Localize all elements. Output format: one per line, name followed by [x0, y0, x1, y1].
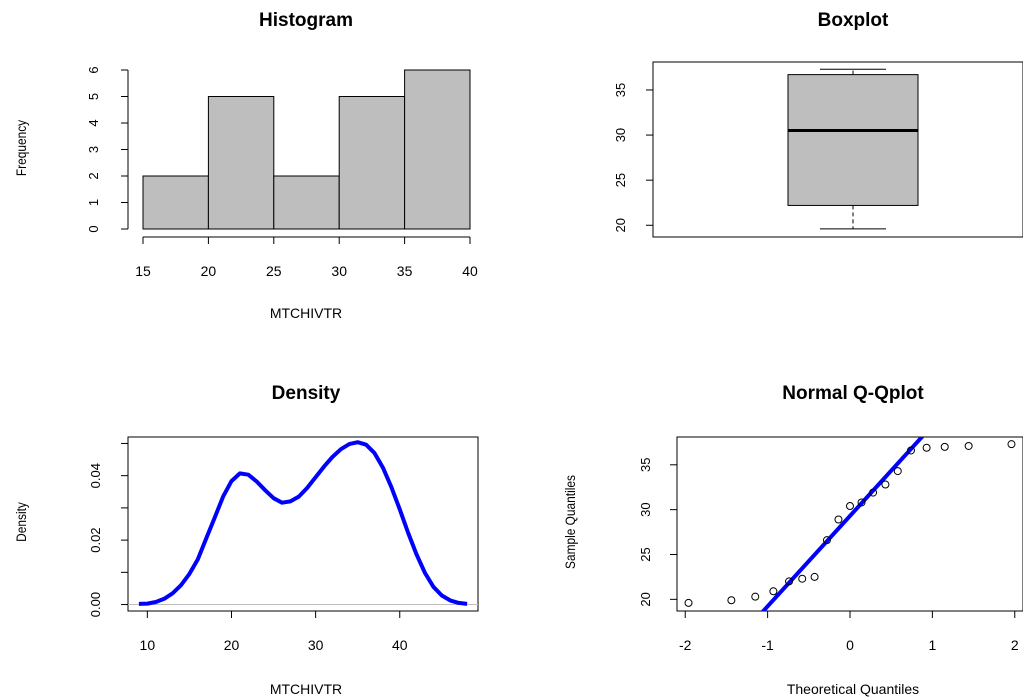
qq-x-tick-label: 1	[928, 637, 936, 653]
qq-point	[822, 536, 831, 545]
boxplot-y-tick-label: 25	[613, 173, 628, 187]
qq-point	[940, 442, 949, 451]
boxplot-y-tick-label: 20	[613, 218, 628, 232]
qq-point	[798, 574, 807, 583]
density-x-tick-label: 10	[140, 637, 156, 653]
density-curve	[138, 440, 468, 606]
histogram-bar	[207, 96, 275, 230]
qq-title: Normal Q-Qplot	[782, 383, 924, 404]
qq-point	[964, 441, 973, 450]
density-y-tick-label: 0.04	[88, 463, 103, 488]
histogram-x-tick-label: 25	[266, 263, 282, 279]
boxplot-panel: Boxplot 20 25 30 35	[613, 10, 1023, 238]
boxplot-y-tick-label: 35	[613, 83, 628, 97]
histogram-y-tick-label: 1	[86, 199, 101, 206]
qq-point	[881, 480, 890, 489]
histogram-xlabel: MTCHIVTR	[270, 305, 342, 321]
qq-point	[1007, 440, 1016, 449]
histogram-y-tick-label: 0	[86, 225, 101, 232]
density-xlabel: MTCHIVTR	[270, 681, 342, 697]
histogram-y-tick-label: 3	[86, 146, 101, 153]
boxplot-title: Boxplot	[818, 10, 889, 31]
histogram-axes: 15 20 25 30 35 40 0 1 2 3 4 5 6	[86, 66, 478, 279]
histogram-bar	[338, 96, 406, 230]
histogram-bar	[404, 69, 471, 230]
qq-frame	[676, 436, 1023, 612]
qq-point	[906, 446, 915, 455]
qq-panel: Normal Q-Qplot Theoretical Quantiles Sam…	[562, 383, 1023, 697]
qq-point	[684, 598, 693, 607]
density-frame	[127, 436, 479, 612]
boxplot-axes: 20 25 30 35	[613, 83, 653, 233]
qq-x-tick-label: 0	[846, 637, 854, 653]
density-x-tick-label: 30	[308, 637, 324, 653]
histogram-x-tick-label: 20	[201, 263, 217, 279]
density-x-tick-label: 40	[392, 637, 408, 653]
qq-axes: -2 -1 0 1 2 20 25 30 35	[638, 458, 1019, 653]
histogram-x-tick-label: 30	[331, 263, 347, 279]
density-panel: Density MTCHIVTR Density 10 20 30 40 0.00 0.0…	[13, 383, 479, 697]
qq-y-tick-label: 30	[638, 502, 653, 516]
histogram-bars	[142, 69, 471, 230]
qq-y-tick-label: 35	[638, 458, 653, 472]
histogram-x-tick-label: 35	[397, 263, 413, 279]
qq-point	[769, 587, 778, 596]
qq-point	[922, 443, 931, 452]
qq-point	[751, 592, 760, 601]
density-y-tick-label: 0.00	[88, 592, 103, 617]
qq-x-tick-label: -2	[679, 637, 692, 653]
qq-point	[893, 467, 902, 476]
qq-point	[834, 515, 843, 524]
qq-point	[846, 502, 854, 511]
qq-point	[785, 577, 794, 586]
qq-marks	[684, 437, 1016, 611]
histogram-bar	[273, 175, 340, 230]
qq-x-tick-label: -1	[761, 637, 774, 653]
histogram-y-tick-label: 2	[86, 172, 101, 179]
density-x-tick-label: 20	[224, 637, 240, 653]
histogram-x-tick-label: 15	[135, 263, 151, 279]
qq-x-tick-label: 2	[1011, 637, 1019, 653]
histogram-panel: Histogram MTCHIVTR Frequency 15 20 25 30 35 4…	[13, 10, 478, 321]
qq-ylabel: Sample Quantiles	[562, 475, 578, 569]
boxplot-frame	[652, 61, 1023, 238]
boxplot-box	[787, 68, 919, 230]
histogram-y-tick-label: 5	[86, 93, 101, 100]
qq-point	[857, 498, 866, 507]
qq-point	[727, 596, 736, 605]
histogram-bar	[142, 175, 209, 230]
density-title: Density	[272, 383, 341, 404]
histogram-x-tick-label: 40	[462, 263, 478, 279]
qq-xlabel: Theoretical Quantiles	[787, 681, 919, 697]
density-curve-group	[128, 440, 478, 606]
qq-reference-line	[760, 437, 925, 611]
density-y-tick-label: 0.02	[88, 527, 103, 552]
qq-point	[869, 488, 878, 497]
histogram-ylabel: Frequency	[13, 119, 29, 176]
qq-point	[810, 572, 819, 581]
qq-y-tick-label: 20	[638, 592, 653, 606]
histogram-y-tick-label: 4	[86, 119, 101, 126]
boxplot-iqr-box	[787, 74, 919, 206]
histogram-title: Histogram	[259, 10, 353, 31]
density-axes: 10 20 30 40 0.00 0.02 0.04	[88, 442, 408, 653]
qq-y-tick-label: 25	[638, 547, 653, 561]
density-ylabel: Density	[13, 502, 29, 542]
boxplot-y-tick-label: 30	[613, 128, 628, 142]
histogram-y-tick-label: 6	[86, 66, 101, 73]
